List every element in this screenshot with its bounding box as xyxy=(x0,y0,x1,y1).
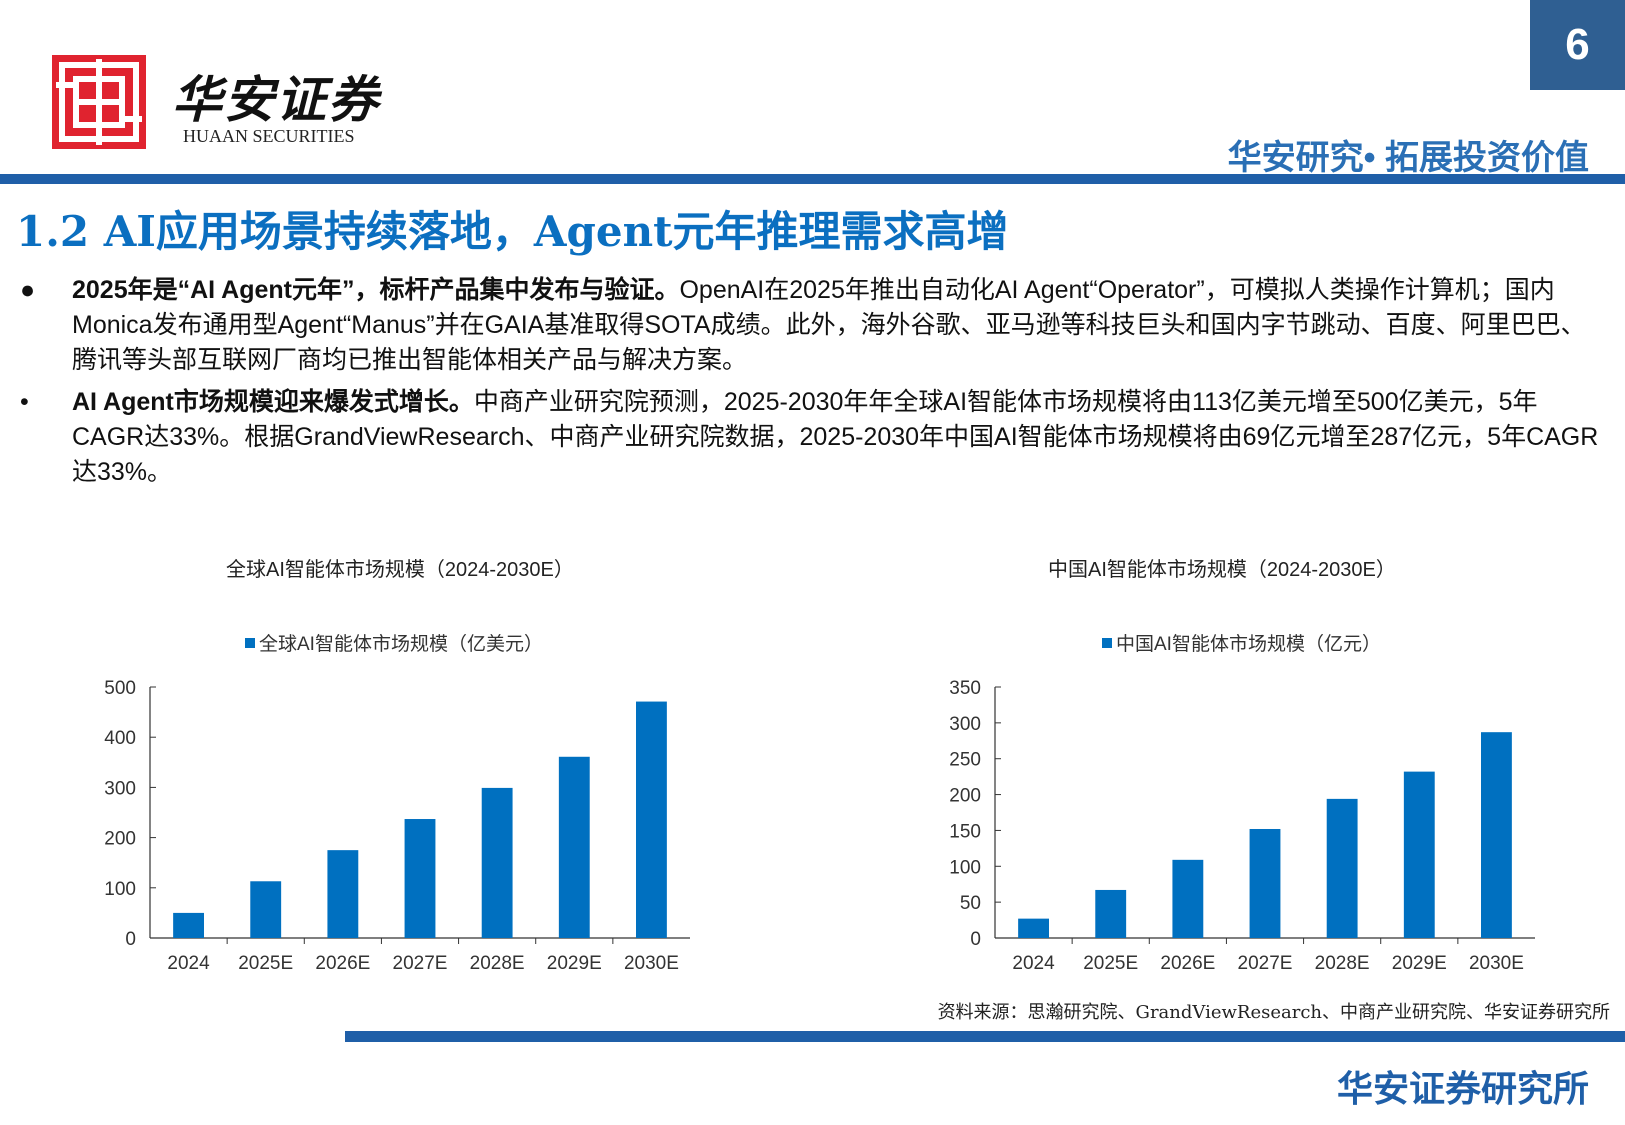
chart-title-global: 全球AI智能体市场规模（2024-2030E） xyxy=(226,559,574,581)
bullet-marker: ● xyxy=(20,276,36,304)
china-market-bar-chart: 0 50 100 150 200 250 300 350 2024 2025E 2026E 2027E… xyxy=(949,678,1535,974)
bar-2029E xyxy=(1403,771,1435,938)
x-tick-label: 2026E xyxy=(315,953,370,974)
source-note: 资料来源：思瀚研究院、GrandViewResearch、中商产业研究院、华安证… xyxy=(937,1002,1610,1023)
chart-legend-china: 中国AI智能体市场规模（亿元） xyxy=(1102,629,1381,656)
x-tick-label: 2027E xyxy=(1238,953,1293,974)
page-title: 1.2 AI应用场景持续落地，Agent元年推理需求高增 xyxy=(16,207,1009,256)
legend-swatch xyxy=(1102,637,1112,648)
legend-label: 中国AI智能体市场规模（亿元） xyxy=(1116,634,1381,655)
x-tick-label: 2029E xyxy=(547,953,602,974)
x-tick-label: 2026E xyxy=(1160,953,1215,974)
header-slogan: 华安研究• 拓展投资价值 xyxy=(1227,139,1589,177)
bar-2025E xyxy=(250,881,282,938)
bar-2030E xyxy=(636,701,667,938)
y-tick-label: 0 xyxy=(125,929,136,950)
bar-2026E xyxy=(327,850,359,938)
x-tick-label: 2025E xyxy=(1083,953,1138,974)
bar-2024 xyxy=(173,912,204,938)
page-number: 6 xyxy=(1530,0,1625,90)
y-tick-label: 250 xyxy=(949,750,981,771)
x-tick-label: 2028E xyxy=(1315,953,1370,974)
bullet-item: ● 2025年是“AI Agent元年”，标杆产品集中发布与验证。OpenAI在… xyxy=(20,273,1600,378)
x-tick-label: 2030E xyxy=(1469,953,1524,974)
x-tick-label: 2024 xyxy=(167,953,210,974)
y-tick-label: 150 xyxy=(949,821,981,842)
footer-divider xyxy=(345,1031,1625,1042)
chart-title-china: 中国AI智能体市场规模（2024-2030E） xyxy=(1048,559,1396,581)
legend-swatch xyxy=(245,637,255,648)
bar-2027E xyxy=(404,819,436,938)
bar-2024 xyxy=(1018,918,1049,938)
bar-2028E xyxy=(481,787,513,938)
y-tick-label: 350 xyxy=(949,678,981,699)
bullet-text: 中商产业研究院预测，2025-2030年年全球AI智能体市场规模将由113亿美元… xyxy=(72,388,1599,486)
y-tick-label: 300 xyxy=(104,778,136,799)
bar-2026E xyxy=(1172,859,1204,938)
chart-legend-global: 全球AI智能体市场规模（亿美元） xyxy=(245,629,543,656)
y-tick-label: 300 xyxy=(949,714,981,735)
bullet-heading: AI Agent市场规模迎来爆发式增长。 xyxy=(72,388,474,416)
x-tick-label: 2024 xyxy=(1012,953,1055,974)
y-tick-label: 100 xyxy=(104,879,136,900)
bar-2027E xyxy=(1249,828,1281,938)
bar-2028E xyxy=(1326,798,1358,938)
footer-brand: 华安证券研究所 xyxy=(1336,1068,1589,1109)
x-tick-label: 2025E xyxy=(238,953,293,974)
bar-2030E xyxy=(1481,732,1512,938)
x-tick-label: 2029E xyxy=(1392,953,1447,974)
logo-text-en: HUAAN SECURITIES xyxy=(183,126,355,146)
legend-label: 全球AI智能体市场规模（亿美元） xyxy=(259,634,543,655)
bullet-marker: • xyxy=(20,388,29,416)
bullet-heading: 2025年是“AI Agent元年”，标杆产品集中发布与验证。 xyxy=(72,276,680,304)
bar-2029E xyxy=(558,756,590,938)
global-market-bar-chart: 0 100 200 300 400 500 2024 2025E 2026E 2027E 2028E… xyxy=(104,678,690,974)
bullet-text: OpenAI在2025年推出自动化AI Agent“Operator”，可模拟人… xyxy=(72,276,1586,374)
x-tick-label: 2027E xyxy=(393,953,448,974)
y-tick-label: 200 xyxy=(949,786,981,807)
y-tick-label: 400 xyxy=(104,728,136,749)
y-tick-label: 0 xyxy=(970,929,981,950)
x-tick-label: 2030E xyxy=(624,953,679,974)
x-tick-label: 2028E xyxy=(470,953,525,974)
header-divider xyxy=(0,174,1625,184)
y-tick-label: 100 xyxy=(949,857,981,878)
y-tick-label: 200 xyxy=(104,829,136,850)
logo-text-cn: 华安证券 xyxy=(172,70,380,129)
bar-2025E xyxy=(1095,889,1127,938)
huaan-logo-icon xyxy=(52,55,146,149)
y-tick-label: 50 xyxy=(960,893,981,914)
bullet-item: • AI Agent市场规模迎来爆发式增长。中商产业研究院预测，2025-203… xyxy=(20,385,1600,490)
y-tick-label: 500 xyxy=(104,678,136,699)
